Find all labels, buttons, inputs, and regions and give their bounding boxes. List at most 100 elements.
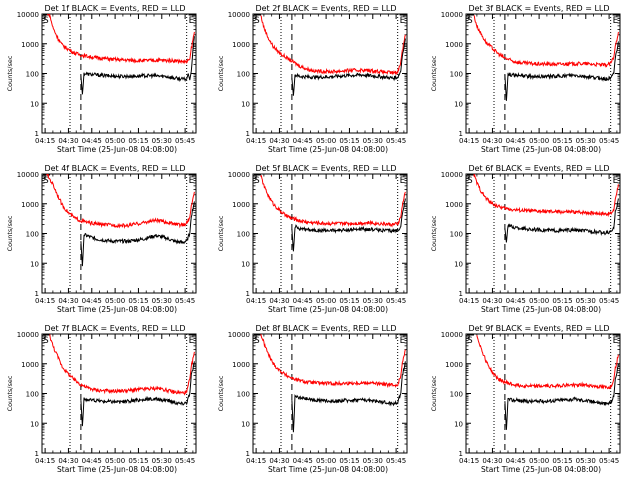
end-marker-label: E	[613, 16, 619, 26]
plot-frame	[41, 333, 197, 454]
x-tick-label: 05:00	[316, 457, 336, 465]
y-axis-label: Counts/sec	[217, 215, 225, 251]
x-tick-label: 05:30	[152, 457, 172, 465]
panel-title: Det 2f BLACK = Events, RED = LLD	[255, 4, 396, 13]
y-tick-label: 1	[459, 450, 463, 458]
y-tick-label: 10000	[17, 171, 39, 179]
end-marker-label: E	[400, 336, 406, 346]
panel-det-5f: Det 5f BLACK = Events, RED = LLD Counts/s…	[217, 164, 408, 314]
y-tick-label: 1	[246, 290, 250, 298]
y-tick-label: 1000	[21, 201, 39, 209]
end-marker-label: E	[613, 176, 619, 186]
y-tick-label: 10000	[441, 11, 463, 19]
x-tick-label: 04:15	[246, 137, 266, 145]
plot-frame	[252, 13, 408, 134]
x-tick-label: 05:45	[386, 137, 406, 145]
y-tick-label: 10	[454, 420, 463, 428]
x-tick-label: 05:15	[339, 457, 359, 465]
y-tick-label: 1000	[445, 41, 463, 49]
x-tick-label: 04:30	[58, 137, 78, 145]
x-tick-label: 05:00	[105, 457, 125, 465]
x-tick-label: 05:45	[599, 457, 619, 465]
panel-title: Det 1f BLACK = Events, RED = LLD	[44, 4, 185, 13]
series-line-lld	[49, 334, 195, 396]
panel-title: Det 7f BLACK = Events, RED = LLD	[44, 324, 185, 333]
series-line-events	[291, 198, 406, 252]
end-marker-label: E	[189, 336, 195, 346]
x-axis-label: Start Time (25-Jun-08 04:08:00)	[268, 305, 388, 314]
x-tick-label: 04:30	[482, 457, 502, 465]
x-axis-label: Start Time (25-Jun-08 04:08:00)	[57, 145, 177, 154]
x-tick-label: 04:45	[82, 457, 102, 465]
x-tick-label: 05:45	[386, 457, 406, 465]
panel-data	[47, 14, 195, 95]
y-tick-label: 10	[241, 100, 250, 108]
plot-frame	[252, 173, 408, 294]
y-tick-label: 100	[450, 231, 463, 239]
y-tick-label: 1	[246, 130, 250, 138]
x-tick-label: 05:45	[175, 457, 195, 465]
x-tick-label: 04:15	[35, 137, 55, 145]
x-tick-label: 04:30	[269, 137, 289, 145]
panel-data	[260, 334, 406, 433]
series-line-events	[80, 361, 195, 427]
end-marker-label: E	[400, 176, 406, 186]
y-tick-label: 100	[237, 231, 250, 239]
x-tick-label: 05:45	[175, 137, 195, 145]
x-tick-label: 05:45	[175, 297, 195, 305]
series-line-lld	[473, 15, 619, 68]
x-tick-label: 04:15	[459, 297, 479, 305]
panel-title: Det 3f BLACK = Events, RED = LLD	[468, 4, 609, 13]
panel-title: Det 4f BLACK = Events, RED = LLD	[44, 164, 185, 173]
start-marker-label: S	[43, 336, 49, 346]
x-tick-label: 05:00	[105, 297, 125, 305]
x-tick-label: 05:00	[529, 137, 549, 145]
y-tick-label: 1	[35, 290, 39, 298]
series-line-lld	[260, 334, 406, 389]
y-axis-label: Counts/sec	[217, 375, 225, 411]
y-tick-label: 1000	[21, 361, 39, 369]
x-tick-label: 05:15	[552, 457, 572, 465]
panel-title: Det 6f BLACK = Events, RED = LLD	[468, 164, 609, 173]
panel-data	[473, 15, 619, 101]
panel-data	[260, 15, 406, 96]
y-tick-label: 10000	[228, 171, 250, 179]
x-tick-label: 04:15	[459, 137, 479, 145]
series-line-lld	[46, 174, 195, 229]
x-tick-label: 04:45	[506, 137, 526, 145]
x-axis-label: Start Time (25-Jun-08 04:08:00)	[268, 465, 388, 474]
end-marker-label: E	[400, 16, 406, 26]
y-tick-label: 10	[30, 100, 39, 108]
series-line-events	[504, 41, 619, 101]
series-line-lld	[260, 175, 406, 228]
y-tick-label: 100	[237, 391, 250, 399]
start-marker-label: S	[43, 16, 49, 26]
y-tick-label: 100	[450, 71, 463, 79]
end-marker-label: E	[189, 16, 195, 26]
y-tick-label: 10000	[17, 11, 39, 19]
x-tick-label: 04:30	[482, 297, 502, 305]
x-tick-label: 05:45	[599, 137, 619, 145]
series-line-lld	[47, 14, 195, 65]
y-tick-label: 10000	[17, 331, 39, 339]
y-tick-label: 1	[246, 450, 250, 458]
end-marker-label: E	[613, 336, 619, 346]
x-tick-label: 05:30	[152, 297, 172, 305]
x-tick-label: 05:15	[552, 137, 572, 145]
y-tick-label: 1000	[21, 41, 39, 49]
y-tick-label: 100	[26, 391, 39, 399]
x-tick-label: 05:15	[552, 297, 572, 305]
y-tick-label: 10	[30, 420, 39, 428]
x-tick-label: 05:00	[316, 137, 336, 145]
y-tick-label: 10	[454, 260, 463, 268]
y-tick-label: 1	[459, 130, 463, 138]
panel-det-8f: Det 8f BLACK = Events, RED = LLD Counts/s…	[217, 324, 408, 474]
series-line-lld	[260, 15, 406, 76]
y-tick-label: 100	[26, 231, 39, 239]
x-tick-label: 04:30	[269, 457, 289, 465]
y-tick-label: 100	[26, 71, 39, 79]
y-axis-label: Counts/sec	[6, 215, 14, 251]
panel-det-4f: Det 4f BLACK = Events, RED = LLD Counts/s…	[6, 164, 197, 314]
start-marker-label: S	[467, 336, 473, 346]
